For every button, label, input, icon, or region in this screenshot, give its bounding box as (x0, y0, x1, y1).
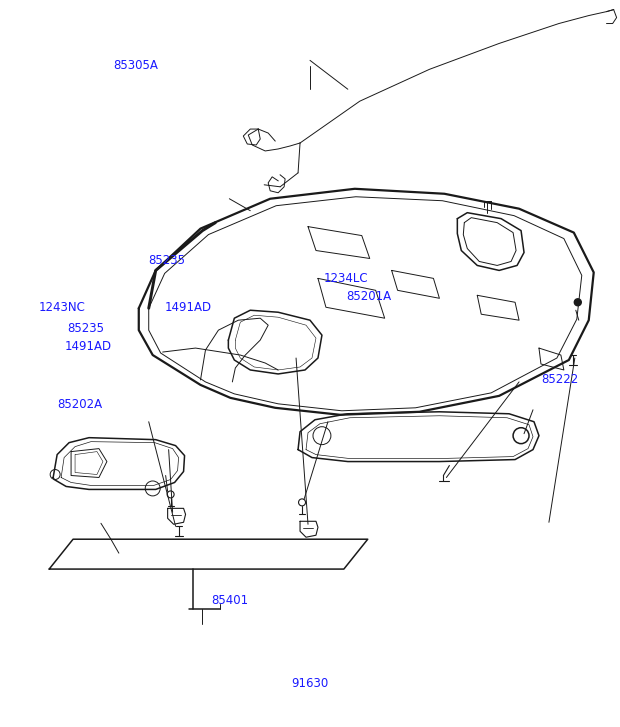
Text: 85235: 85235 (148, 254, 185, 268)
Text: 85222: 85222 (541, 373, 578, 386)
Text: 85401: 85401 (211, 595, 249, 607)
Text: 1491AD: 1491AD (164, 300, 211, 313)
Text: 91630: 91630 (291, 677, 329, 690)
Text: 85201A: 85201A (346, 290, 391, 303)
Circle shape (574, 299, 582, 306)
Text: 85305A: 85305A (113, 59, 158, 72)
Text: 85235: 85235 (67, 322, 104, 335)
Text: 85202A: 85202A (57, 398, 102, 411)
Text: 1234LC: 1234LC (324, 272, 368, 284)
Text: 1491AD: 1491AD (64, 340, 112, 353)
Text: 1243NC: 1243NC (38, 300, 86, 313)
